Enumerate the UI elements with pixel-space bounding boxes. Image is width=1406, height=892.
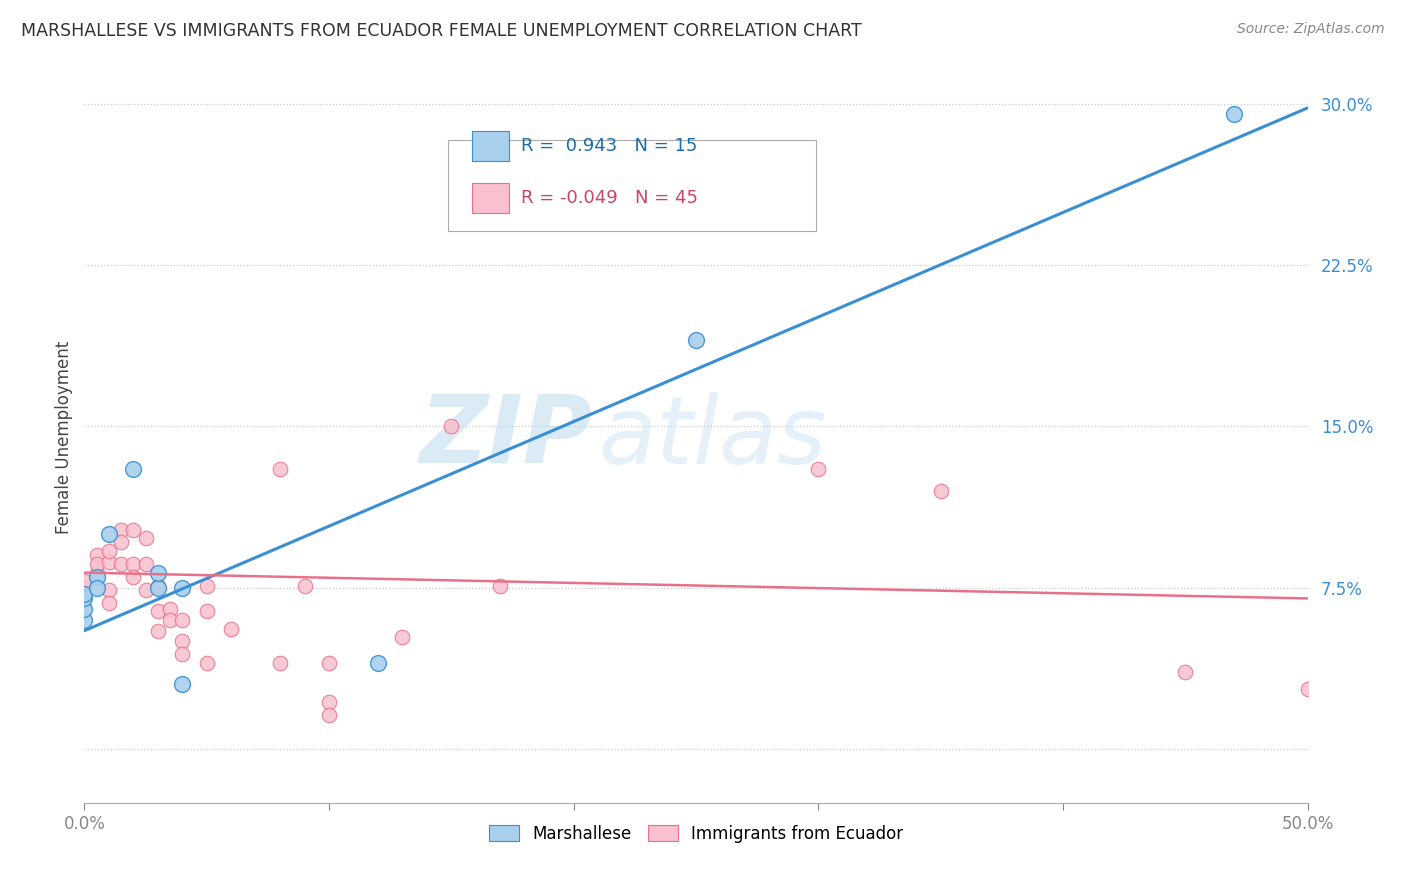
Point xyxy=(73,613,96,627)
Point xyxy=(318,707,340,722)
Text: atlas: atlas xyxy=(598,392,827,483)
Point xyxy=(172,634,194,648)
Point xyxy=(97,544,120,558)
FancyBboxPatch shape xyxy=(447,140,815,231)
Point xyxy=(146,624,169,638)
Point xyxy=(110,523,132,537)
Point xyxy=(86,557,108,571)
Point xyxy=(440,419,463,434)
Point xyxy=(97,527,120,541)
Point xyxy=(73,581,96,595)
Point xyxy=(807,462,830,476)
Point xyxy=(195,604,218,618)
Point xyxy=(135,557,157,571)
Point xyxy=(195,578,218,592)
Point xyxy=(159,602,181,616)
Y-axis label: Female Unemployment: Female Unemployment xyxy=(55,341,73,533)
Bar xyxy=(472,131,509,161)
Point xyxy=(146,604,169,618)
Point xyxy=(97,582,120,597)
Point xyxy=(135,531,157,545)
Point xyxy=(86,566,108,580)
Point xyxy=(110,535,132,549)
Text: Source: ZipAtlas.com: Source: ZipAtlas.com xyxy=(1237,22,1385,37)
Point xyxy=(73,587,96,601)
Point xyxy=(318,695,340,709)
Point xyxy=(172,581,194,595)
Point xyxy=(172,648,194,662)
Point xyxy=(269,462,291,476)
Point xyxy=(73,574,96,589)
Point xyxy=(73,602,96,616)
Point xyxy=(294,578,316,592)
Point xyxy=(122,462,145,476)
Point xyxy=(1223,107,1246,121)
Point xyxy=(1174,665,1197,679)
Point xyxy=(159,613,181,627)
Legend: Marshallese, Immigrants from Ecuador: Marshallese, Immigrants from Ecuador xyxy=(482,818,910,849)
Point xyxy=(489,578,512,592)
Text: R = -0.049   N = 45: R = -0.049 N = 45 xyxy=(522,189,697,207)
Point xyxy=(122,570,145,584)
Point xyxy=(110,557,132,571)
Point xyxy=(367,656,389,670)
Point xyxy=(146,581,169,595)
Point xyxy=(97,596,120,610)
Point xyxy=(318,656,340,670)
Point xyxy=(391,630,413,644)
Point xyxy=(135,582,157,597)
Point xyxy=(97,555,120,569)
Point xyxy=(172,613,194,627)
Point xyxy=(685,333,707,347)
Point xyxy=(73,591,96,606)
Point xyxy=(73,602,96,616)
Point xyxy=(1296,681,1319,696)
Point xyxy=(219,622,242,636)
Bar xyxy=(472,183,509,212)
Point xyxy=(86,570,108,584)
Point xyxy=(122,557,145,571)
Text: ZIP: ZIP xyxy=(419,391,592,483)
Text: R =  0.943   N = 15: R = 0.943 N = 15 xyxy=(522,137,697,155)
Point xyxy=(172,677,194,691)
Point xyxy=(195,656,218,670)
Point xyxy=(86,581,108,595)
Point xyxy=(122,523,145,537)
Point xyxy=(269,656,291,670)
Point xyxy=(929,483,952,498)
Text: MARSHALLESE VS IMMIGRANTS FROM ECUADOR FEMALE UNEMPLOYMENT CORRELATION CHART: MARSHALLESE VS IMMIGRANTS FROM ECUADOR F… xyxy=(21,22,862,40)
Point xyxy=(146,578,169,592)
Point xyxy=(73,591,96,606)
Point xyxy=(86,549,108,563)
Point xyxy=(146,566,169,580)
